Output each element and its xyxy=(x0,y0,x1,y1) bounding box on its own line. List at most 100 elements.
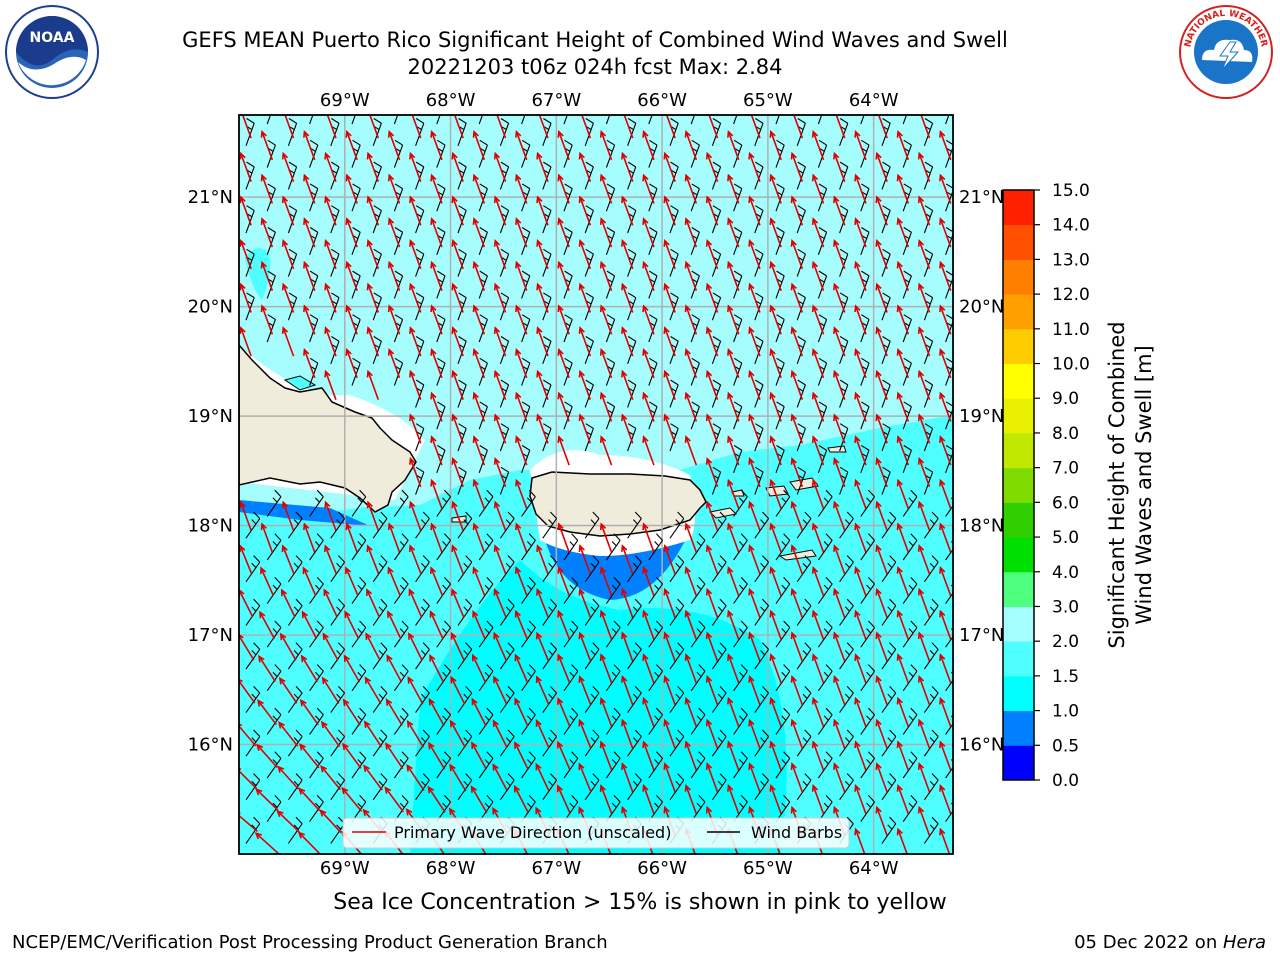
wave-arrow xyxy=(451,588,465,618)
wave-arrow xyxy=(430,347,443,379)
wind-barb xyxy=(605,751,621,779)
wind-barb xyxy=(372,598,388,626)
wave-arrow xyxy=(599,609,613,640)
wave-arrow xyxy=(281,151,295,182)
wave-arrow xyxy=(621,544,634,575)
wave-arrow xyxy=(896,827,908,854)
wave-arrow xyxy=(303,173,316,204)
wave-arrow xyxy=(599,522,613,553)
wave-arrow xyxy=(684,217,698,248)
wave-arrow xyxy=(451,369,464,400)
lon-label-top: 69°W xyxy=(320,90,370,111)
wave-arrow xyxy=(599,173,613,204)
colorbar: 0.0 0.5 1.0 1.5 2.0 3.0 4.0 5.0 6.0 7.0 8.0 9.0 10.0… xyxy=(1002,181,1090,791)
wind-barb xyxy=(733,751,748,779)
wave-arrow xyxy=(515,435,528,466)
wave-arrow xyxy=(387,566,401,596)
wave-arrow xyxy=(917,238,931,270)
wave-arrow xyxy=(324,151,337,182)
wind-barb xyxy=(393,533,409,561)
wave-arrow xyxy=(621,718,634,749)
wind-barb xyxy=(478,489,494,517)
wave-arrow xyxy=(939,478,952,509)
wave-arrow xyxy=(917,544,931,575)
wave-arrow xyxy=(260,129,274,161)
wind-barb xyxy=(902,707,918,735)
wave-arrow xyxy=(303,522,316,553)
wave-arrow xyxy=(875,805,888,836)
noaa-logo: NOAA xyxy=(5,5,99,99)
wave-arrow xyxy=(705,282,719,313)
wave-arrow xyxy=(536,326,549,357)
wind-barb xyxy=(923,511,939,539)
wind-barb xyxy=(245,729,261,757)
lat-label-right: 19°N xyxy=(959,406,1004,427)
wave-arrow xyxy=(260,304,274,335)
wave-arrow xyxy=(408,544,422,575)
wind-barb xyxy=(817,707,833,735)
wave-arrow xyxy=(430,391,443,422)
wind-barb xyxy=(563,707,579,735)
wave-arrow xyxy=(790,238,804,270)
wave-arrow xyxy=(557,566,571,597)
wave-arrow xyxy=(705,238,719,270)
wave-arrow xyxy=(875,500,888,531)
wave-arrow xyxy=(557,391,570,422)
wave-arrow xyxy=(705,631,719,662)
wave-arrow xyxy=(642,565,655,597)
ocean-blue-puerto-rico xyxy=(545,520,690,600)
wave-arrow xyxy=(277,765,300,790)
wind-barb xyxy=(796,555,812,583)
wind-barb xyxy=(245,686,261,713)
wave-arrow xyxy=(345,173,358,204)
wave-arrow xyxy=(239,195,252,226)
wave-arrow xyxy=(557,304,570,335)
wave-arrow xyxy=(493,456,507,488)
wind-barb xyxy=(415,773,430,801)
wave-arrow xyxy=(896,740,910,771)
lat-labels-right: 21°N 20°N 19°N 18°N 17°N 16°N xyxy=(959,187,1004,755)
wave-arrow xyxy=(536,151,549,182)
wave-arrow xyxy=(341,786,363,812)
wind-barb xyxy=(372,773,388,801)
wind-barb xyxy=(521,620,536,648)
wave-arrow xyxy=(515,217,528,248)
wind-barb xyxy=(817,664,833,692)
wave-arrow xyxy=(854,696,867,727)
wave-arrow xyxy=(811,478,825,509)
wind-barb xyxy=(923,555,939,583)
wave-arrow xyxy=(875,151,888,182)
wave-arrow xyxy=(663,413,676,444)
wave-arrow xyxy=(472,522,486,553)
wave-arrow xyxy=(471,741,488,770)
wave-arrow xyxy=(303,129,316,161)
colorbar-tick-label: 14.0 xyxy=(1052,216,1090,236)
wind-barb xyxy=(733,664,748,692)
wave-arrow xyxy=(727,260,740,291)
wave-arrow xyxy=(642,217,655,248)
wave-arrow xyxy=(472,347,486,379)
wind-barb xyxy=(584,511,600,539)
wave-arrow xyxy=(406,719,425,748)
wave-arrow xyxy=(365,632,381,661)
wave-arrow xyxy=(429,610,444,640)
wind-barb xyxy=(690,577,706,604)
colorbar-tick-label: 3.0 xyxy=(1052,597,1079,617)
wind-barb xyxy=(521,489,536,517)
wind-barb xyxy=(457,555,473,583)
wind-barb xyxy=(711,555,727,583)
wind-barb xyxy=(648,751,664,779)
wave-arrow xyxy=(875,674,888,706)
wave-arrow xyxy=(811,173,825,204)
wave-arrow xyxy=(599,696,613,727)
colorbar-swatch xyxy=(1003,502,1034,538)
wave-arrow xyxy=(493,282,507,313)
wave-arrow xyxy=(621,631,634,662)
wind-barb xyxy=(923,642,939,670)
wave-arrow xyxy=(239,238,252,270)
wave-arrow xyxy=(472,609,486,640)
wave-arrow xyxy=(556,740,571,771)
wind-barb xyxy=(860,533,876,561)
wind-barb xyxy=(584,555,600,583)
wind-barb xyxy=(627,642,642,670)
